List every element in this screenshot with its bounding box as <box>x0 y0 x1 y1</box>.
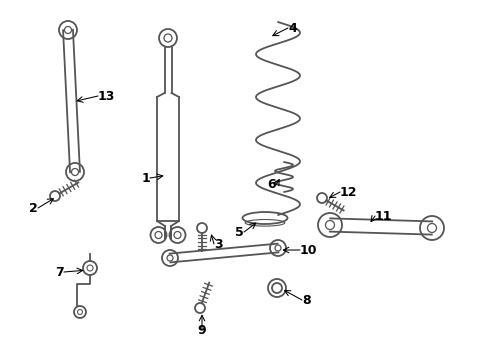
Text: 10: 10 <box>299 243 317 256</box>
Text: 5: 5 <box>235 225 244 238</box>
Text: 9: 9 <box>197 324 206 337</box>
Text: 2: 2 <box>29 202 38 215</box>
Text: 8: 8 <box>302 293 310 306</box>
Text: 6: 6 <box>267 179 275 192</box>
Text: 1: 1 <box>141 171 150 184</box>
Text: 7: 7 <box>55 266 64 279</box>
Text: 12: 12 <box>339 185 357 198</box>
Text: 3: 3 <box>214 238 222 251</box>
Text: 13: 13 <box>98 90 115 103</box>
Text: 4: 4 <box>287 22 296 35</box>
Text: 11: 11 <box>374 210 392 222</box>
